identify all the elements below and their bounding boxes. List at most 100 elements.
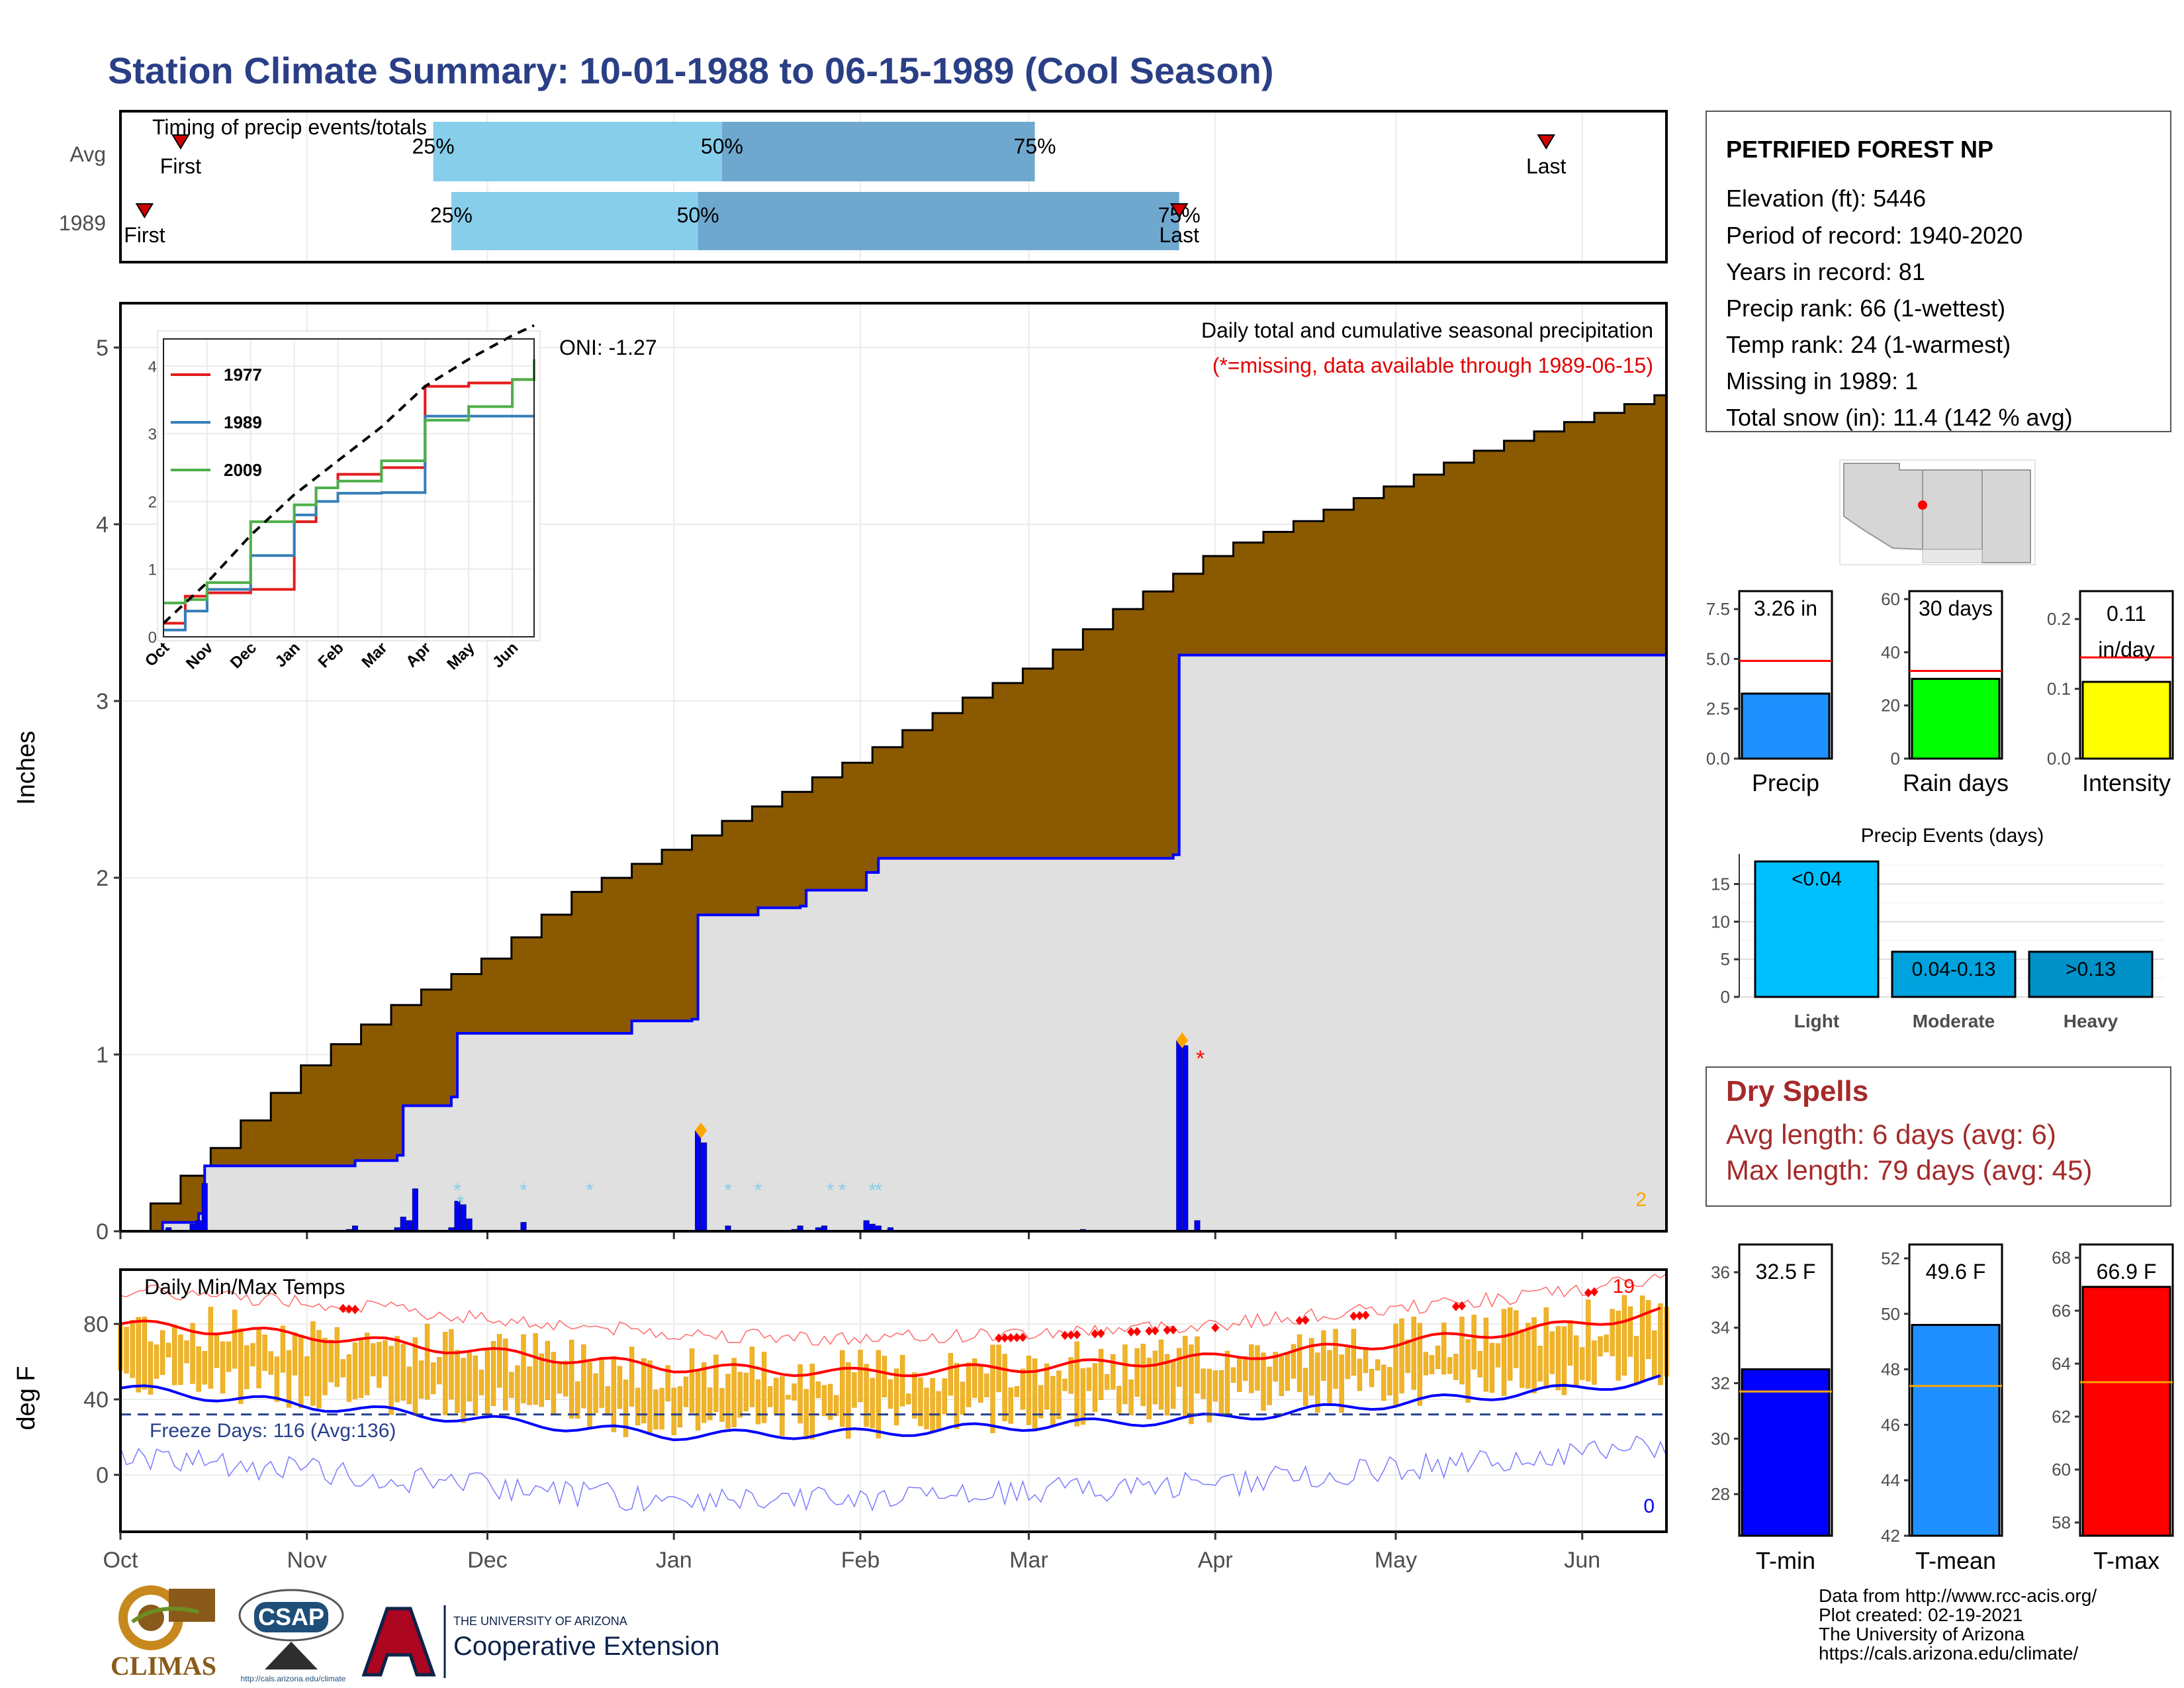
daily-temp-bar (1302, 1368, 1308, 1406)
missing-note: (*=missing, data available through 1989-… (1212, 353, 1653, 377)
temp-bar-ytick-label: 42 (1881, 1526, 1900, 1546)
daily-temp-bar (250, 1343, 255, 1366)
daily-temp-bar (569, 1339, 574, 1419)
inset-panel: 0 1 2 3 4 Oct Nov Dec Jan Feb Mar Apr May Jun 1977 1989… (142, 324, 541, 673)
daily-temp-bar (316, 1330, 322, 1409)
daily-temp-bar (671, 1387, 676, 1435)
dry-spells-max: Max length: 79 days (avg: 45) (1726, 1154, 2092, 1186)
mini-chart-intensity: 0.0 0.1 0.2 0.11 in/day Intensity (2047, 590, 2174, 796)
daily-temp-bar (912, 1372, 917, 1419)
temp-bar-ytick-label: 48 (1881, 1360, 1900, 1380)
temp-axis-label: T-mean (1915, 1547, 1996, 1574)
event-bar-light (1754, 860, 1880, 998)
daily-temp-bar (437, 1357, 442, 1385)
mini-ytick-label: 5.0 (1706, 649, 1730, 669)
month-label: Oct (103, 1548, 138, 1573)
record-high-marker (1145, 1326, 1154, 1336)
mini-ytick-label: 40 (1881, 642, 1900, 662)
inset-series-2009 (163, 359, 535, 604)
daily-temp-bar (490, 1340, 496, 1407)
inset-xtick-label: Apr (402, 639, 434, 671)
precip-ytick-label: 4 (96, 512, 109, 538)
daily-temp-bar (232, 1309, 238, 1369)
daily-temp-bar (743, 1372, 749, 1411)
inset-frame (163, 338, 535, 637)
footer-url: https://cals.arizona.edu/climate/ (1819, 1643, 2078, 1664)
daily-temp-bar (1098, 1348, 1104, 1400)
daily-temp-bar (1116, 1385, 1122, 1414)
daily-temp-bar (1164, 1354, 1170, 1416)
daily-temp-bar (1357, 1358, 1363, 1391)
daily-temp-bar (761, 1352, 767, 1423)
daily-temp-bar (166, 1342, 171, 1358)
daily-temp-bar (136, 1317, 141, 1393)
daily-temp-bar (1652, 1330, 1657, 1379)
daily-temp-bar (1465, 1339, 1471, 1403)
daily-temp-bar (852, 1372, 857, 1408)
timing-p25: 25% (412, 134, 455, 158)
dry-spells-box: Dry Spells Avg length: 6 days (avg: 6) M… (1706, 1066, 2171, 1207)
daily-temp-bar (1495, 1343, 1501, 1368)
daily-temp-bar (641, 1358, 647, 1424)
inset-ytick-label: 1 (148, 561, 157, 579)
events-title: Precip Events (days) (1861, 825, 2044, 847)
daily-temp-bar (1177, 1348, 1182, 1387)
daily-temp-bar (1261, 1352, 1266, 1411)
daily-temp-bar (605, 1386, 610, 1416)
daily-temp-bar (1032, 1358, 1038, 1432)
snow-marker: * (827, 1180, 835, 1201)
first-marker (135, 203, 154, 218)
event-bar-label: <0.04 (1792, 868, 1842, 890)
daily-temp-bar (1471, 1315, 1477, 1370)
daily-precip-bar (466, 1218, 473, 1232)
temp-count-top: 19 (1613, 1276, 1635, 1297)
event-bar-label: >0.13 (2066, 959, 2116, 980)
daily-temp-bar (833, 1395, 839, 1417)
daily-temp-bar (1399, 1318, 1404, 1393)
mini-ytick-label: 0 (1891, 749, 1900, 769)
temp-bar-ytick-label: 62 (2052, 1407, 2071, 1427)
precip-ytick-label: 2 (96, 866, 109, 891)
daily-temp-bar (1363, 1346, 1369, 1374)
record-high-marker (1127, 1327, 1136, 1337)
daily-temp-bar (1111, 1354, 1116, 1390)
month-label: Jun (1564, 1548, 1600, 1573)
climas-text: CLIMAS (111, 1651, 216, 1681)
daily-temp-bar (184, 1340, 189, 1364)
daily-temp-bar (310, 1321, 316, 1406)
daily-precip-bar (201, 1183, 208, 1232)
daily-temp-bar (256, 1328, 261, 1389)
daily-temp-bar (1633, 1336, 1639, 1383)
daily-temp-bar (882, 1356, 887, 1397)
daily-temp-bar (1459, 1317, 1465, 1385)
inset-xtick-label: Jun (489, 639, 522, 671)
daily-temp-bar (942, 1378, 947, 1415)
temp-frame (119, 1268, 1668, 1533)
daily-temp-bar (1610, 1309, 1615, 1356)
footer-created: Plot created: 02-19-2021 (1819, 1605, 2023, 1625)
daily-temp-bar (1417, 1323, 1423, 1406)
daily-temp-bar (148, 1341, 154, 1395)
timing-p50: 50% (701, 134, 743, 158)
page-title: Station Climate Summary: 10-01-1988 to 0… (108, 50, 1274, 91)
daily-temp-bar (707, 1387, 713, 1421)
mini-ytick-label: 0.0 (2047, 749, 2071, 769)
record-high-marker (345, 1304, 353, 1314)
daily-temp-bar (412, 1337, 418, 1414)
daily-temp-bar (647, 1360, 653, 1434)
daily-temp-bar (1152, 1350, 1158, 1405)
daily-temp-bar (587, 1362, 592, 1428)
daily-temp-bar (274, 1356, 280, 1402)
daily-temp-bar (1201, 1368, 1206, 1399)
daily-temp-bar (1122, 1344, 1128, 1405)
daily-temp-bar (1249, 1344, 1254, 1393)
record-high-line (120, 1273, 1667, 1346)
snow-marker: * (457, 1192, 465, 1214)
snow-marker: * (520, 1180, 527, 1201)
csap-url: http://cals.arizona.edu/climate (241, 1674, 346, 1683)
daily-temp-bar (1158, 1339, 1164, 1410)
daily-temp-bar (918, 1378, 923, 1427)
temp-bar-ytick-label: 32 (1711, 1374, 1730, 1393)
record-high-marker (1457, 1301, 1466, 1311)
